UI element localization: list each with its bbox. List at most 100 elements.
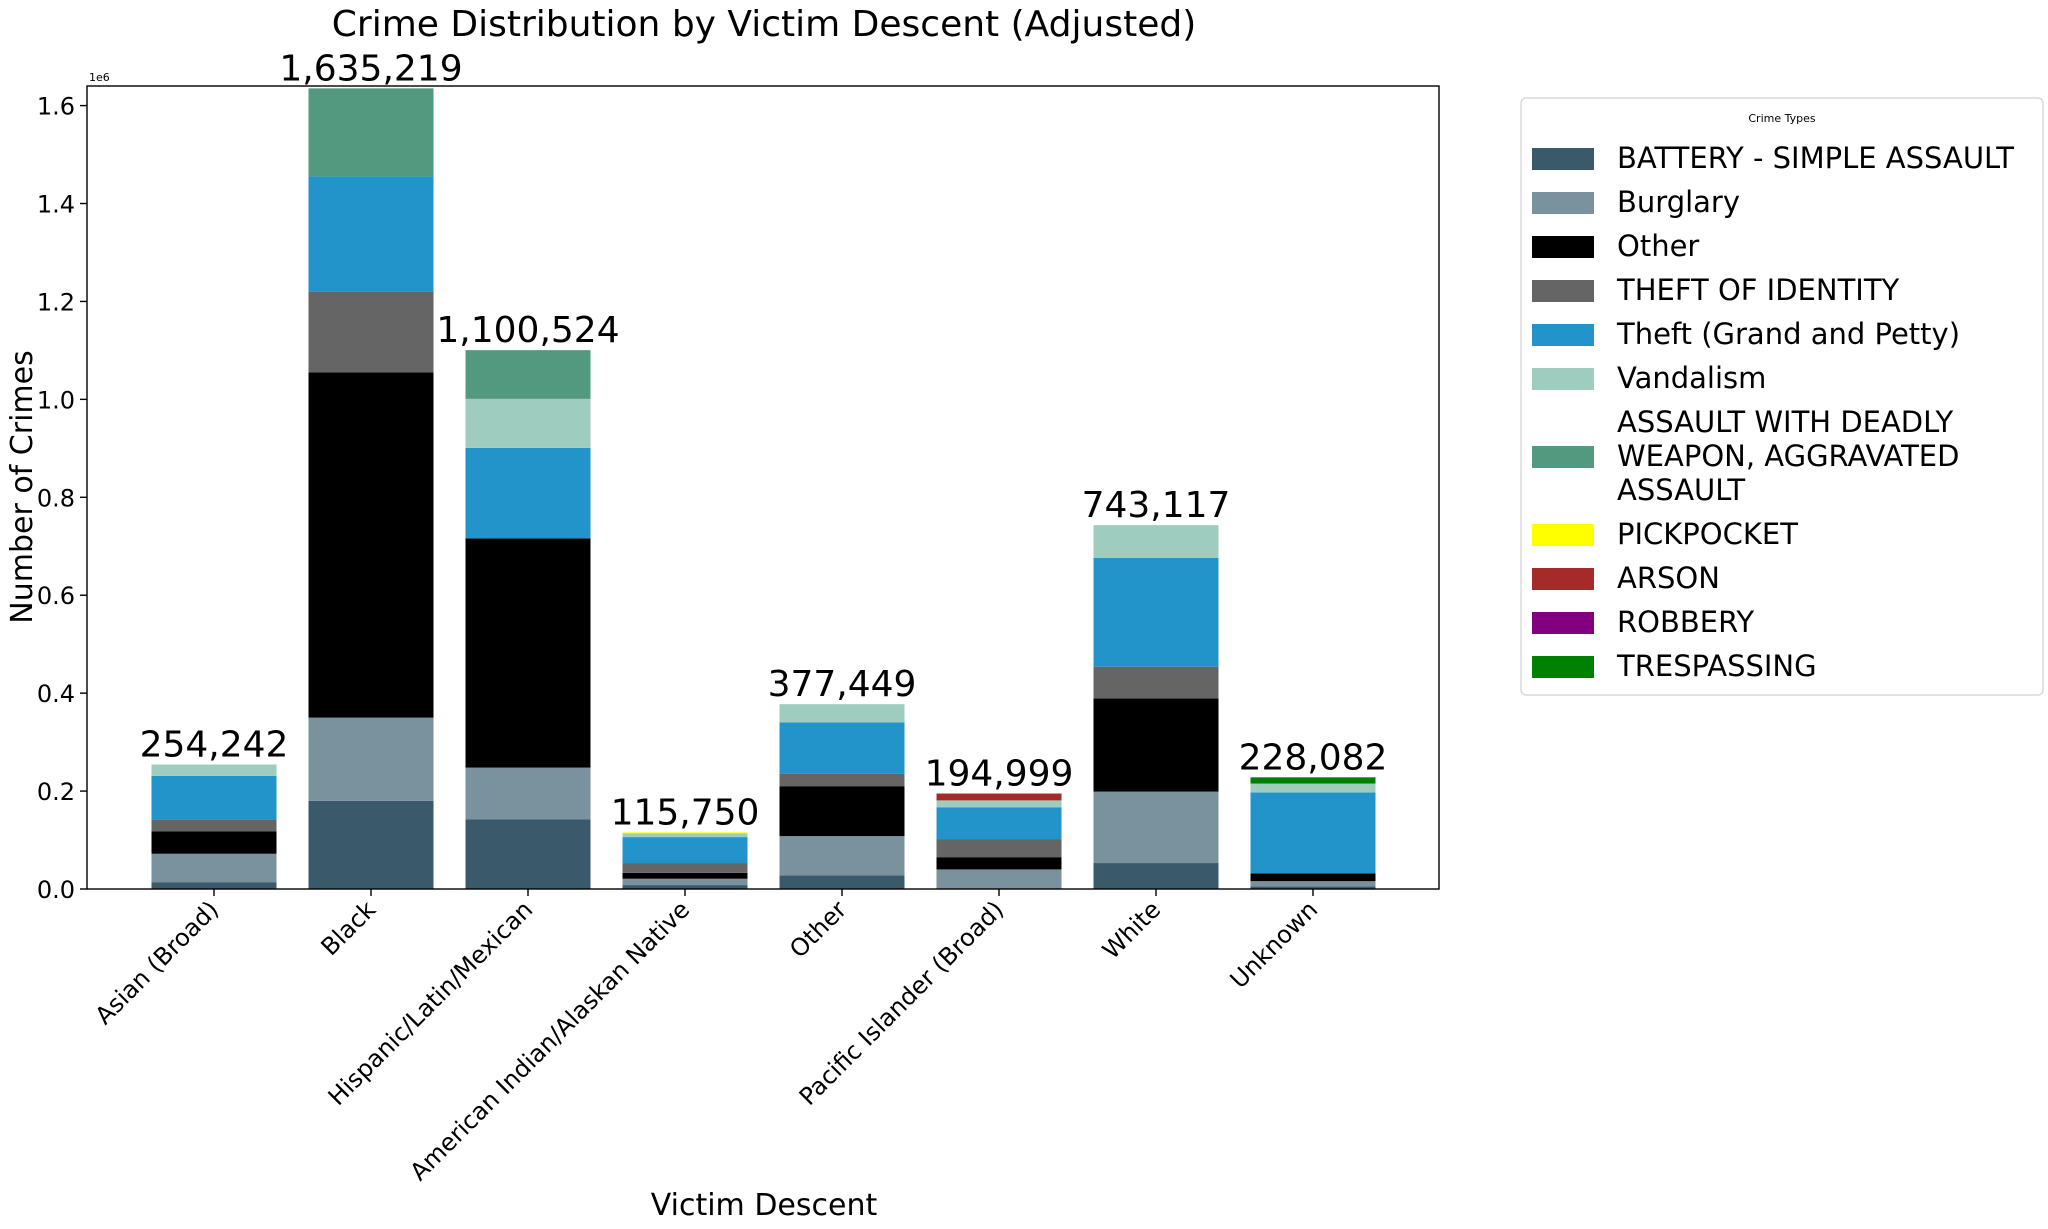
bar-segment-white-theft-grand-and-petty [1093, 558, 1219, 667]
legend-label-trespassing: TRESPASSING [1616, 649, 1817, 683]
bar-segment-other-burglary [779, 836, 905, 876]
legend-swatch-theft-grand-and-petty [1532, 324, 1594, 346]
legend-swatch-other [1532, 236, 1594, 258]
bar-segment-black-theft-grand-and-petty [308, 176, 434, 292]
legend: Crime Types BATTERY - SIMPLE ASSAULT Burg… [1520, 97, 2044, 696]
bar-segment-other-theft-grand-and-petty [779, 722, 905, 774]
bar-segment-pacific-islander-broad-theft-grand-and-petty [936, 807, 1062, 840]
bar-segment-asian-broad-vandalism [151, 764, 277, 776]
legend-title: Crime Types [1748, 112, 1816, 125]
legend-box [1520, 97, 2044, 696]
plot-frame [86, 85, 1440, 890]
bar-segment-unknown-other [1250, 873, 1376, 882]
legend-label-other: Other [1617, 229, 1699, 263]
legend-swatch-trespassing [1532, 656, 1594, 678]
y-tick-label: 0.2 [37, 778, 75, 806]
bar-segment-american-indian-alaskan-native-battery-simple-assault [622, 885, 748, 889]
bar-segment-pacific-islander-broad-theft-of-identity [936, 839, 1062, 858]
bar-segment-pacific-islander-broad-vandalism [936, 800, 1062, 808]
bar-total-label-american-indian-alaskan-native: 115,750 [611, 792, 760, 833]
legend-label-arson: ARSON [1617, 561, 1720, 595]
bar-segment-unknown-theft-grand-and-petty [1250, 792, 1376, 874]
bar-segment-asian-broad-battery-simple-assault [151, 882, 277, 889]
bar-segment-american-indian-alaskan-native-pickpocket [622, 832, 748, 834]
x-axis: Asian (Broad) BlackHispanic/Latin/Mexican… [90, 889, 1324, 1186]
bar-segment-american-indian-alaskan-native-theft-grand-and-petty [622, 837, 748, 864]
bar-total-label-hispanic-latin-mexican: 1,100,524 [436, 310, 619, 351]
chart-title: Crime Distribution by Victim Descent (Ad… [332, 4, 1197, 45]
bar-segment-other-battery-simple-assault [779, 875, 905, 889]
x-tick-label-american-indian-alaskan-native: American Indian/Alaskan Native [405, 895, 696, 1186]
bar-segment-asian-broad-other [151, 831, 277, 854]
x-tick-label-white: White [1097, 895, 1166, 964]
bar-segment-other-theft-of-identity [779, 773, 905, 787]
x-tick-label-other: Other [784, 895, 852, 963]
bar-segment-asian-broad-burglary [151, 853, 277, 883]
legend-label-theft-of-identity: THEFT OF IDENTITY [1616, 273, 1900, 307]
legend-label-assault-with-deadly-weapon-aggravated-assault: ASSAULT WITH DEADLY [1617, 405, 1953, 439]
bar-segment-black-battery-simple-assault [308, 800, 434, 889]
bar-segment-white-vandalism [1093, 525, 1219, 559]
bar-segment-white-other [1093, 698, 1219, 792]
bar-segment-pacific-islander-broad-other [936, 857, 1062, 870]
bar-total-label-pacific-islander-broad: 194,999 [925, 754, 1074, 795]
legend-label-robbery: ROBBERY [1617, 605, 1754, 639]
x-tick-label-unknown: Unknown [1225, 895, 1324, 994]
bar-segment-asian-broad-theft-grand-and-petty [151, 775, 277, 820]
legend-label-theft-grand-and-petty: Theft (Grand and Petty) [1616, 317, 1960, 351]
bar-total-label-other: 377,449 [768, 664, 917, 705]
legend-label-vandalism: Vandalism [1617, 361, 1766, 395]
x-axis-label: Victim Descent [651, 1188, 878, 1223]
bar-segment-hispanic-latin-mexican-other [465, 538, 591, 768]
bars-group [151, 88, 1376, 889]
bar-segment-hispanic-latin-mexican-burglary [465, 767, 591, 820]
y-tick-label: 0.0 [37, 876, 75, 904]
bar-segment-black-assault-with-deadly-weapon-aggravated-assault [308, 88, 434, 177]
bar-segment-unknown-trespassing [1250, 777, 1376, 784]
bar-segment-american-indian-alaskan-native-vandalism [622, 833, 748, 838]
bar-segment-white-burglary [1093, 791, 1219, 864]
bar-segment-black-burglary [308, 717, 434, 801]
bar-total-label-unknown: 228,082 [1239, 737, 1388, 778]
legend-swatch-assault-with-deadly-weapon-aggravated-assault [1532, 446, 1594, 468]
x-tick-label-black: Black [316, 895, 382, 961]
bar-segment-asian-broad-theft-of-identity [151, 819, 277, 832]
y-offset-label: 1e6 [89, 71, 110, 84]
legend-swatch-arson [1532, 568, 1594, 590]
bar-segment-hispanic-latin-mexican-vandalism [465, 398, 591, 448]
y-tick-label: 1.2 [37, 288, 75, 316]
legend-label-pickpocket: PICKPOCKET [1617, 517, 1798, 551]
bar-segment-unknown-vandalism [1250, 783, 1376, 793]
bar-total-label-black: 1,635,219 [279, 48, 462, 89]
legend-swatch-pickpocket [1532, 524, 1594, 546]
y-tick-label: 1.4 [37, 191, 75, 219]
x-tick-label-asian-broad: Asian (Broad) [90, 895, 225, 1030]
bar-segment-hispanic-latin-mexican-battery-simple-assault [465, 819, 591, 889]
bar-segment-white-theft-of-identity [1093, 666, 1219, 699]
bar-segment-pacific-islander-broad-burglary [936, 869, 1062, 889]
bar-segment-unknown-burglary [1250, 881, 1376, 887]
bar-segment-american-indian-alaskan-native-burglary [622, 878, 748, 886]
legend-label-assault-with-deadly-weapon-aggravated-assault: WEAPON, AGGRAVATED [1617, 439, 1959, 473]
bar-segment-hispanic-latin-mexican-assault-with-deadly-weapon-aggravated-assault [465, 350, 591, 399]
bar-segment-american-indian-alaskan-native-theft-of-identity [622, 863, 748, 873]
bar-segment-other-other [779, 786, 905, 837]
legend-swatch-theft-of-identity [1532, 280, 1594, 302]
legend-swatch-battery-simple-assault [1532, 148, 1594, 170]
legend-label-burglary: Burglary [1617, 185, 1740, 219]
bar-segment-hispanic-latin-mexican-theft-grand-and-petty [465, 447, 591, 539]
bar-total-label-white: 743,117 [1082, 485, 1231, 526]
bar-total-labels: 254,242 1,635,219 1,100,524 115,750 377,449 1… [140, 48, 1388, 833]
bar-segment-white-battery-simple-assault [1093, 863, 1219, 889]
bar-segment-black-theft-of-identity [308, 291, 434, 373]
legend-swatch-burglary [1532, 192, 1594, 214]
y-tick-label: 0.8 [37, 484, 75, 512]
bar-segment-other-vandalism [779, 704, 905, 723]
legend-swatch-vandalism [1532, 368, 1594, 390]
bar-segment-black-other [308, 372, 434, 718]
y-tick-label: 1.0 [37, 386, 75, 414]
legend-label-battery-simple-assault: BATTERY - SIMPLE ASSAULT [1617, 141, 2014, 175]
y-tick-label: 0.4 [37, 680, 75, 708]
bar-segment-american-indian-alaskan-native-other [622, 872, 748, 879]
